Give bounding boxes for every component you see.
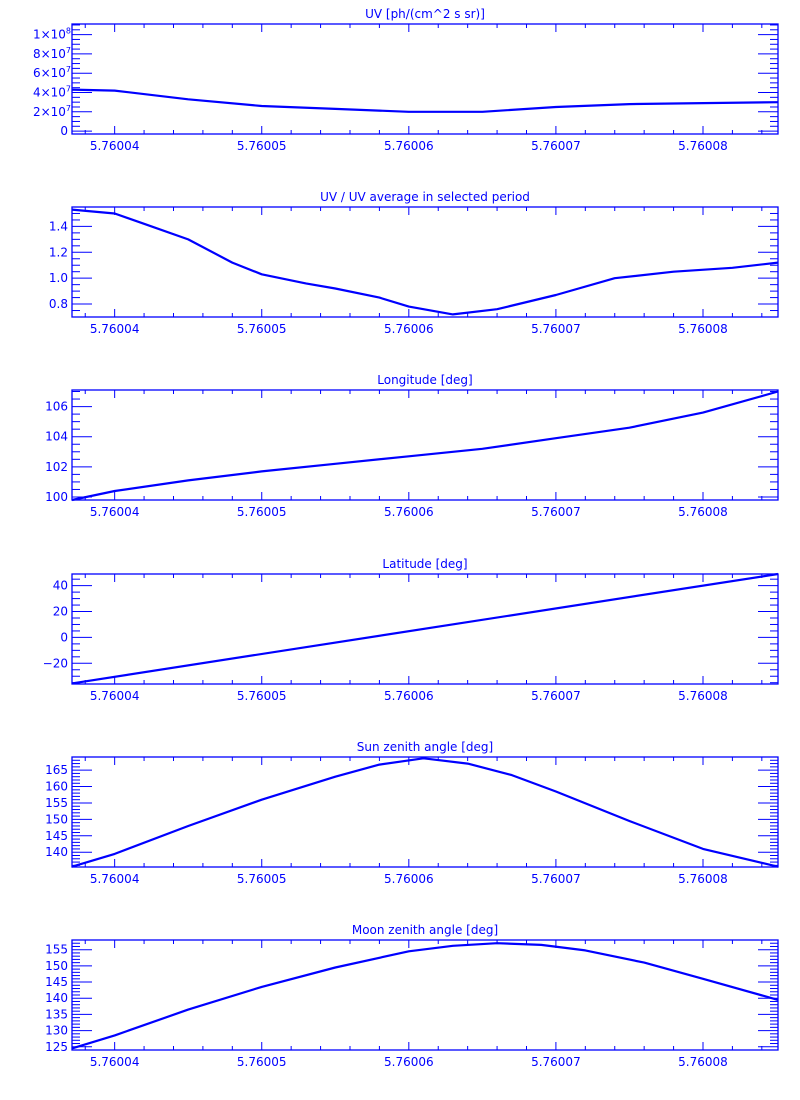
panel-title: Latitude [deg]	[382, 557, 467, 571]
x-tick-label: 5.76006	[384, 872, 434, 886]
plot-frame	[71, 756, 779, 868]
y-tick-label: 155	[45, 943, 68, 957]
y-tick-label: 0.8	[49, 297, 68, 311]
y-tick-label: 145	[45, 829, 68, 843]
x-tick-label: 5.76005	[237, 689, 287, 703]
x-tick-label: 5.76005	[237, 872, 287, 886]
y-tick-label: 8×107	[33, 46, 71, 61]
x-tick-label: 5.76005	[237, 322, 287, 336]
y-tick-label: −20	[43, 656, 68, 670]
series-line	[71, 942, 779, 1050]
panel-2: UV / UV average in selected period 5.7600…	[49, 190, 779, 336]
y-tick-label: 125	[45, 1040, 68, 1054]
series-line	[71, 757, 779, 868]
plot-frame	[71, 939, 779, 1051]
x-tick-label: 5.76004	[90, 505, 140, 519]
panel-3: Longitude [deg] 5.76004 5.76005 5.76006 5.76…	[45, 373, 779, 519]
y-tick-label: 1.0	[49, 271, 68, 285]
x-tick-label: 5.76005	[237, 1055, 287, 1069]
x-tick-label: 5.76008	[678, 1055, 728, 1069]
x-tick-label: 5.76004	[90, 872, 140, 886]
x-tick-label: 5.76004	[90, 1055, 140, 1069]
x-tick-label: 5.76004	[90, 689, 140, 703]
series-line	[71, 208, 779, 316]
y-tick-label: 6×107	[33, 65, 71, 80]
y-tick-label: 0	[60, 124, 68, 138]
y-tick-label: 1.2	[49, 245, 68, 259]
x-tick-label: 5.76006	[384, 139, 434, 153]
x-tick-label: 5.76008	[678, 139, 728, 153]
y-tick-label: 102	[45, 460, 68, 474]
x-tick-label: 5.76008	[678, 872, 728, 886]
x-tick-label: 5.76008	[678, 689, 728, 703]
x-tick-label: 5.76007	[531, 505, 581, 519]
x-tick-label: 5.76007	[531, 689, 581, 703]
panel-title: Sun zenith angle [deg]	[357, 740, 493, 754]
y-tick-label: 100	[45, 490, 68, 504]
y-tick-label: 140	[45, 991, 68, 1005]
x-tick-label: 5.76007	[531, 872, 581, 886]
y-tick-label: 165	[45, 763, 68, 777]
y-tick-label: 145	[45, 975, 68, 989]
plot-frame	[71, 23, 779, 135]
plot-frame	[71, 573, 779, 685]
y-tick-label: 106	[45, 400, 68, 414]
panel-title: UV [ph/(cm^2 s sr)]	[365, 7, 485, 21]
y-tick-label: 1×108	[33, 27, 71, 42]
x-tick-label: 5.76007	[531, 1055, 581, 1069]
x-tick-label: 5.76006	[384, 505, 434, 519]
panel-title: Moon zenith angle [deg]	[352, 923, 498, 937]
x-tick-label: 5.76008	[678, 505, 728, 519]
y-tick-label: 140	[45, 845, 68, 859]
y-tick-label: 1.4	[49, 219, 68, 233]
plot-frame	[71, 389, 779, 501]
x-tick-label: 5.76004	[90, 139, 140, 153]
x-tick-label: 5.76006	[384, 689, 434, 703]
panel-5: Sun zenith angle [deg] 5.76004 5.76005 5.76…	[45, 740, 779, 886]
panel-title: UV / UV average in selected period	[320, 190, 530, 204]
x-tick-label: 5.76007	[531, 322, 581, 336]
y-tick-label: 40	[53, 579, 68, 593]
y-tick-label: 104	[45, 430, 68, 444]
x-tick-label: 5.76005	[237, 139, 287, 153]
y-tick-label: 20	[53, 605, 68, 619]
panel-6: Moon zenith angle [deg] 5.76004 5.76005 5.7…	[45, 923, 779, 1069]
y-tick-label: 4×107	[33, 85, 71, 100]
x-tick-label: 5.76006	[384, 322, 434, 336]
series-line	[71, 572, 779, 685]
x-tick-label: 5.76008	[678, 322, 728, 336]
x-tick-label: 5.76007	[531, 139, 581, 153]
panel-title: Longitude [deg]	[377, 373, 472, 387]
y-tick-label: 130	[45, 1024, 68, 1038]
y-tick-label: 150	[45, 959, 68, 973]
y-tick-label: 155	[45, 796, 68, 810]
y-tick-label: 135	[45, 1007, 68, 1021]
x-tick-label: 5.76006	[384, 1055, 434, 1069]
plot-frame	[71, 206, 779, 318]
y-tick-label: 2×107	[33, 104, 71, 119]
x-tick-label: 5.76004	[90, 322, 140, 336]
y-tick-label: 150	[45, 812, 68, 826]
y-tick-label: 0	[60, 630, 68, 644]
y-tick-label: 160	[45, 780, 68, 794]
series-line	[71, 88, 779, 113]
series-line	[71, 390, 779, 502]
panel-1: UV [ph/(cm^2 s sr)] 5.76004 5.76005 5.76006…	[33, 7, 779, 153]
panel-4: Latitude [deg] 5.76004 5.76005 5.76006 5.760…	[43, 557, 779, 703]
x-tick-label: 5.76005	[237, 505, 287, 519]
